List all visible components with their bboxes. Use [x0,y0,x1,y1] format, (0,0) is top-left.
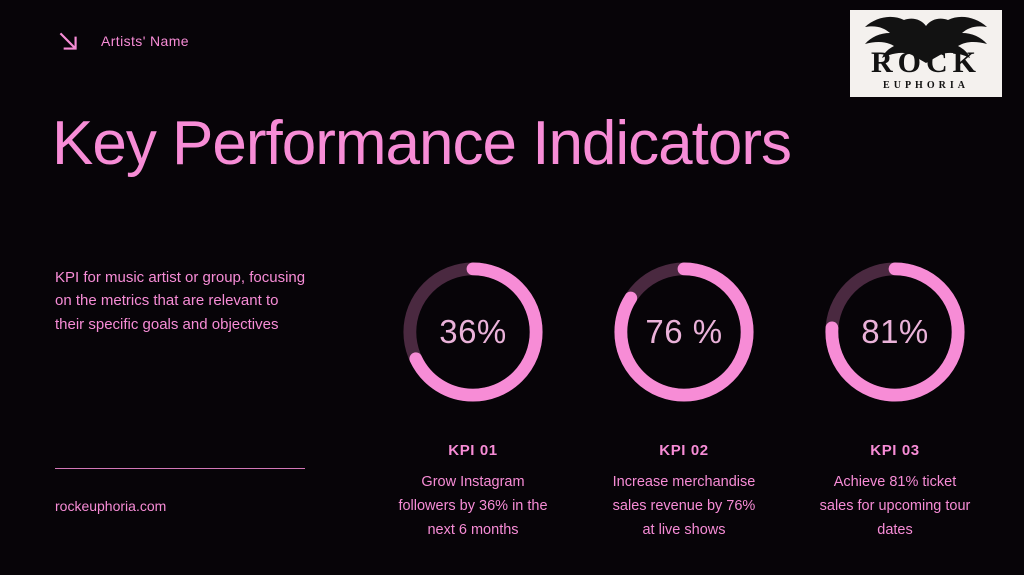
donut-fill [403,262,543,402]
kpi-description: Grow Instagram followers by 36% in the n… [398,474,548,538]
logo-text-rock: ROCK [871,46,981,79]
kpi-card-3: 81% KPI 03 Achieve 81% ticket sales for … [806,258,984,543]
diagonal-arrow-icon [55,28,81,54]
kpi-percent-value: 76 % [645,313,723,350]
kpi-intro-text: KPI for music artist or group, focusing … [55,269,306,333]
rock-euphoria-logo: ROCK EUPHORIA [850,10,1002,97]
donut-fill [825,262,965,402]
kpi-label: KPI 01 [448,442,498,459]
eagle-icon [865,16,987,63]
kpi-card-1: 36% KPI 01 Grow Instagram followers by 3… [384,258,562,543]
logo-text-euphoria: EUPHORIA [883,80,969,91]
kpi-donut-chart-2: 76 % [610,258,758,406]
header: Artists' Name [55,28,189,54]
kpi-percent-value: 36% [439,313,507,350]
kpi-label: KPI 02 [659,442,709,459]
kpi-description: Achieve 81% ticket sales for upcoming to… [819,474,971,538]
page-title: Key Performance Indicators [52,109,792,178]
kpi-label: KPI 03 [870,442,920,459]
kpi-card-2: 76 % KPI 02 Increase merchandise sales r… [595,258,773,543]
website-text: rockeuphoria.com [55,498,167,514]
divider-line [55,468,305,469]
kpi-donut-chart-1: 36% [399,258,547,406]
kpi-description: Increase merchandise sales revenue by 76… [612,474,756,538]
artist-name-label: Artists' Name [101,33,189,49]
kpi-row: 36% KPI 01 Grow Instagram followers by 3… [384,258,984,543]
kpi-percent-value: 81% [861,313,929,350]
kpi-donut-chart-3: 81% [821,258,969,406]
donut-fill [614,262,754,402]
